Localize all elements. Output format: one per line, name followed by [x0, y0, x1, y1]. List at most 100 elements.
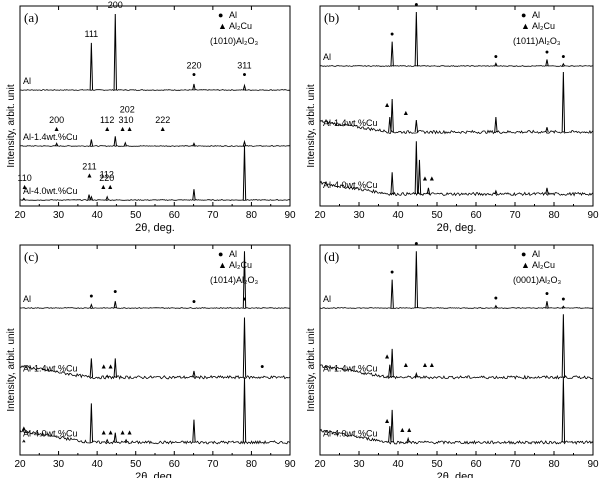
- legend-label: Al: [229, 249, 237, 259]
- x-tick-label: 70: [207, 459, 219, 470]
- diffraction-peak: [390, 172, 394, 195]
- peak-marker: ●: [260, 363, 264, 370]
- diffraction-peak: [87, 194, 91, 201]
- series-label: Al-1.4wt.%Cu: [323, 118, 378, 128]
- x-tick-label: 30: [53, 459, 65, 470]
- series-label: Al-1.4wt.%Cu: [23, 132, 78, 142]
- x-tick-label: 20: [14, 459, 26, 470]
- diffraction-peak: [561, 62, 565, 67]
- x-tick-label: 60: [169, 210, 181, 221]
- peak-index-label: 112: [100, 115, 114, 125]
- y-axis-label: Intensity, arbit. unit: [6, 328, 17, 411]
- diffraction-peak: [105, 438, 109, 443]
- series-label: Al: [323, 294, 331, 304]
- diffraction-peak: [105, 195, 109, 201]
- peak-index-label: 200: [49, 115, 64, 125]
- series-baseline: [319, 65, 594, 67]
- x-tick-label: 60: [470, 210, 482, 221]
- diffraction-peak: [561, 377, 566, 443]
- x-tick-label: 70: [509, 210, 521, 221]
- diffraction-peak: [192, 142, 196, 147]
- x-tick-label: 90: [587, 459, 599, 470]
- peak-marker: ●: [192, 71, 196, 78]
- x-tick-label: 40: [92, 210, 104, 221]
- diffraction-peak: [390, 409, 394, 443]
- legend-label: Al₂Cu: [532, 21, 555, 31]
- diffraction-peak: [390, 98, 394, 133]
- diffraction-peak: [242, 317, 247, 378]
- peak-marker: ▲: [402, 110, 409, 117]
- series-label: Al-1.4wt.%Cu: [23, 363, 78, 373]
- diffraction-peak: [242, 251, 247, 309]
- series-label: Al-4.0wt.%Cu: [23, 186, 78, 196]
- peak-marker: ▲: [384, 353, 391, 360]
- panel-label: (c): [24, 249, 38, 264]
- peak-index-label: 202: [120, 105, 135, 115]
- series-baseline: [319, 180, 594, 197]
- diffraction-peak: [22, 197, 26, 201]
- peak-marker: ▲▲: [100, 363, 114, 370]
- peak-marker: ▲: [86, 172, 93, 179]
- peak-marker: ●: [545, 291, 549, 298]
- diffraction-peak: [242, 139, 247, 147]
- x-tick-label: 80: [548, 459, 560, 470]
- diffraction-peak: [192, 83, 196, 91]
- x-axis-label: 2θ, deg.: [135, 222, 175, 234]
- series-baseline: [319, 364, 594, 380]
- peak-marker: ●: [414, 2, 418, 9]
- diffraction-peak: [417, 159, 422, 195]
- diffraction-peak: [89, 403, 94, 443]
- peak-marker: ●: [414, 241, 418, 248]
- x-tick-label: 80: [246, 459, 258, 470]
- peak-marker: ●: [89, 293, 93, 300]
- x-tick-label: 20: [14, 210, 26, 221]
- series-baseline: [319, 119, 594, 135]
- x-tick-label: 50: [130, 459, 142, 470]
- diffraction-peak: [113, 13, 117, 91]
- panel-c: 20 30 40 50 60 70 80 90 2θ, deg. Intensity, arbit…: [6, 244, 296, 478]
- legend-label: Al₂Cu: [229, 21, 252, 31]
- peak-index-label: 220: [186, 60, 201, 70]
- legend-label: Al: [532, 249, 540, 259]
- series-label: Al-4.0wt.%Cu: [323, 428, 378, 438]
- diffraction-peak: [414, 251, 419, 309]
- diffraction-peak: [388, 364, 392, 378]
- peak-index-label: 311: [237, 60, 251, 70]
- diffraction-peak: [113, 301, 117, 309]
- diffraction-peak: [545, 187, 549, 195]
- peak-marker: ●: [113, 288, 117, 295]
- x-axis-label: 2θ, deg.: [437, 222, 477, 234]
- peak-marker: ●: [390, 269, 394, 276]
- x-tick-label: 90: [284, 210, 296, 221]
- diffraction-peak: [113, 136, 117, 147]
- substrate-label: (1010)Al₂O₃: [210, 36, 259, 46]
- diffraction-peak: [242, 377, 247, 443]
- peak-index-label: 111: [85, 29, 99, 39]
- substrate-label: (1011)Al₂O₃: [513, 36, 561, 46]
- x-tick-label: 50: [431, 210, 443, 221]
- legend-marker: ●: [521, 10, 526, 20]
- legend-marker: ▲: [218, 21, 227, 31]
- diffraction-peak: [390, 41, 394, 67]
- x-tick-label: 90: [284, 459, 296, 470]
- peak-marker: ▲: [384, 418, 391, 425]
- panel-label: (b): [324, 10, 339, 25]
- diffraction-peak: [54, 142, 59, 147]
- x-tick-label: 80: [548, 210, 560, 221]
- series-label: Al: [323, 52, 331, 62]
- diffraction-peak: [545, 301, 549, 309]
- diffraction-peak: [545, 127, 549, 133]
- y-axis-label: Intensity, arbit. unit: [6, 84, 17, 167]
- y-axis-label: Intensity, arbit. unit: [306, 84, 317, 167]
- peak-marker: ▲: [21, 184, 28, 191]
- diffraction-peak: [494, 116, 498, 133]
- panel-b: 20 30 40 50 60 70 80 90 2θ, deg. Intensity, arbit…: [306, 2, 599, 234]
- diffraction-peak: [561, 305, 565, 309]
- x-tick-label: 20: [314, 459, 326, 470]
- peak-marker: ▲▲: [119, 430, 133, 437]
- panel-a: 20 30 40 50 60 70 80 90 2θ, deg. Intensity, arbit…: [6, 0, 296, 234]
- peak-marker: ▲▲: [100, 184, 114, 191]
- series-label: Al: [23, 294, 31, 304]
- peak-index-label: 211: [82, 161, 96, 171]
